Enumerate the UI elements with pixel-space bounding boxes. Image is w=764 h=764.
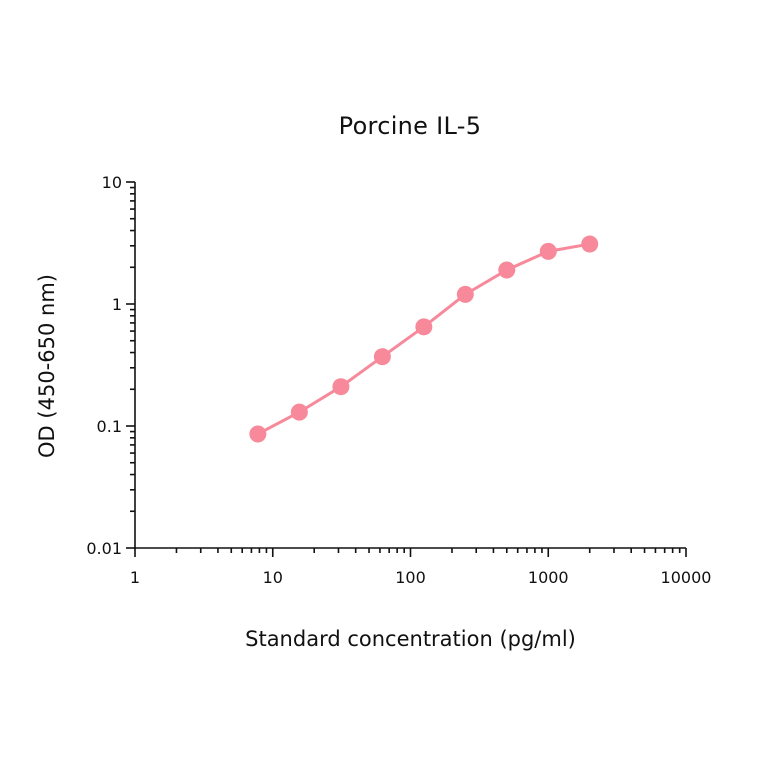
y-tick-label: 10 — [102, 173, 122, 192]
x-tick-label: 10000 — [661, 568, 712, 587]
data-point-marker — [539, 242, 557, 260]
data-point-marker — [373, 348, 391, 366]
data-point-marker — [498, 261, 516, 279]
axes: 1 10 100 1000 10000 0.01 0.1 1 10 — [86, 173, 711, 587]
x-tick-label: 100 — [395, 568, 426, 587]
data-point-marker — [290, 403, 308, 421]
data-series — [249, 235, 599, 443]
data-point-marker — [581, 235, 599, 253]
data-point-marker — [249, 425, 267, 443]
data-point-marker — [415, 318, 433, 336]
chart-title: Porcine IL-5 — [338, 112, 482, 140]
x-tick-label: 1000 — [528, 568, 569, 587]
data-point-marker — [332, 378, 350, 396]
x-tick-label: 1 — [130, 568, 140, 587]
y-tick-label: 1 — [112, 295, 122, 314]
y-tick-label: 0.01 — [86, 539, 122, 558]
x-axis-label: Standard concentration (pg/ml) — [245, 627, 576, 651]
y-tick-label: 0.1 — [97, 417, 122, 436]
series-line — [257, 242, 590, 436]
data-point-marker — [456, 285, 474, 303]
x-tick-label: 10 — [263, 568, 283, 587]
